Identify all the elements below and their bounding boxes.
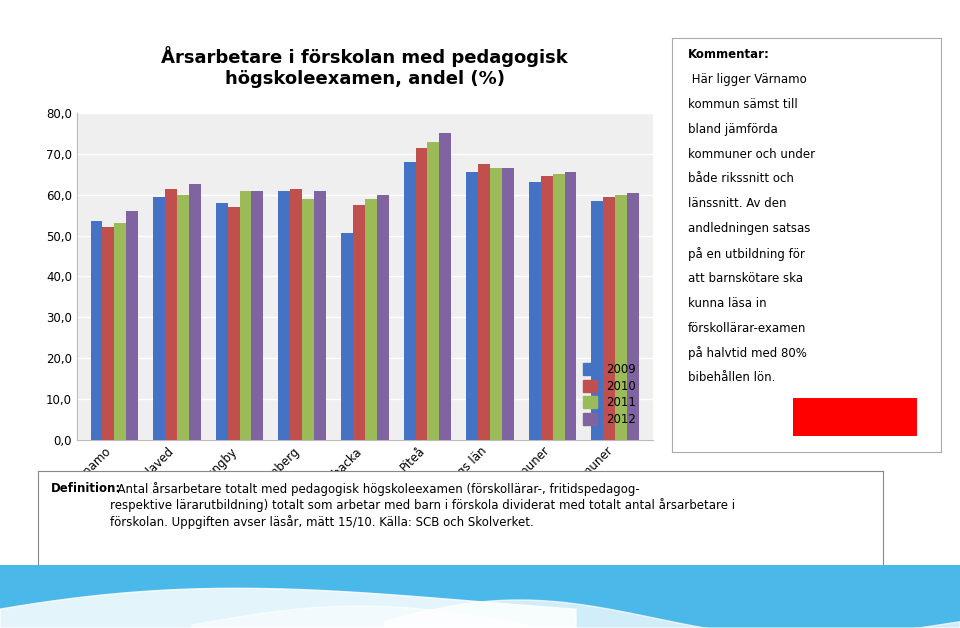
Bar [615,195,627,440]
Bar [177,195,189,440]
Bar [290,188,302,440]
Bar [427,141,440,440]
Bar [302,198,314,440]
Bar [114,223,127,440]
Text: Kommentar:: Kommentar: [688,48,770,61]
Text: bibehållen lön.: bibehållen lön. [688,371,776,384]
Text: på en utbildning för: på en utbildning för [688,247,805,261]
Text: Årsarbetare i förskolan med pedagogisk
högskoleexamen, andel (%): Årsarbetare i förskolan med pedagogisk h… [161,46,568,88]
Bar [529,182,540,440]
Text: kommuner och under: kommuner och under [688,148,815,161]
Bar [252,190,263,440]
Text: bland jämförda: bland jämförda [688,122,778,136]
Bar [440,133,451,440]
Polygon shape [0,588,576,628]
Bar [490,168,502,440]
Text: länssnitt. Av den: länssnitt. Av den [688,197,786,210]
Bar [154,197,165,440]
Bar [376,195,389,440]
Bar [365,198,376,440]
Bar [564,172,576,440]
Bar [591,201,603,440]
Polygon shape [192,606,528,628]
Text: andledningen satsas: andledningen satsas [688,222,810,235]
Text: kommun sämst till: kommun sämst till [688,98,798,111]
Bar [540,176,553,440]
Bar [467,172,478,440]
Bar [353,205,365,440]
Polygon shape [384,600,960,628]
Bar [403,162,416,440]
Bar [478,164,490,440]
Text: Här ligger Värnamo: Här ligger Värnamo [688,73,806,86]
Bar [127,211,138,440]
FancyBboxPatch shape [793,398,917,436]
Bar [189,185,201,440]
Bar [103,227,114,440]
Bar [240,190,252,440]
Bar [603,197,615,440]
Text: Antal årsarbetare totalt med pedagogisk högskoleexamen (förskollärar-, fritidspe: Antal årsarbetare totalt med pedagogisk … [110,482,735,529]
Text: både rikssnitt och: både rikssnitt och [688,173,794,185]
Text: kunna läsa in: kunna läsa in [688,297,767,310]
Text: Definition:: Definition: [51,482,121,495]
Bar [341,234,353,440]
Bar [502,168,514,440]
Bar [314,190,326,440]
Bar [553,174,564,440]
Bar [278,190,290,440]
Text: på halvtid med 80%: på halvtid med 80% [688,347,807,360]
Legend: 2009, 2010, 2011, 2012: 2009, 2010, 2011, 2012 [578,358,641,430]
Text: förskollärar-examen: förskollärar-examen [688,322,806,335]
Bar [416,148,427,440]
Bar [216,203,228,440]
Bar [627,193,639,440]
Bar [165,188,177,440]
Bar [228,207,240,440]
Text: att barnskötare ska: att barnskötare ska [688,272,804,285]
Bar [90,221,103,440]
